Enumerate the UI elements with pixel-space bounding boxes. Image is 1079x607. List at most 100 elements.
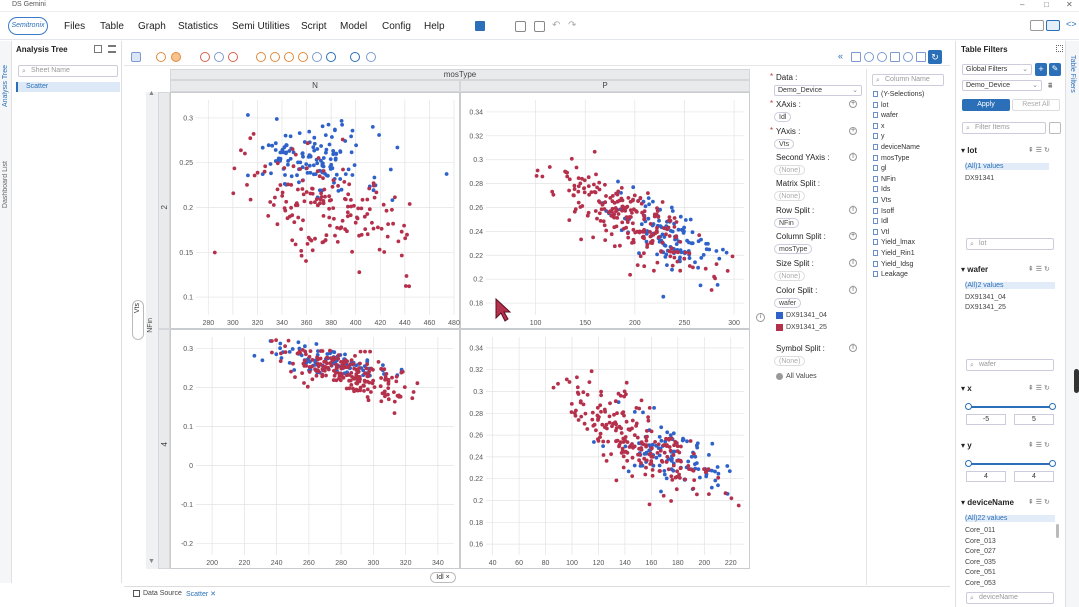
stats-3-icon[interactable] bbox=[284, 52, 294, 62]
view-mode-1-icon[interactable] bbox=[1030, 20, 1044, 31]
column-item-gl[interactable]: gl bbox=[873, 165, 886, 172]
column-item-devicename[interactable]: deviceName bbox=[873, 144, 920, 151]
column-item-vts[interactable]: Vts bbox=[873, 197, 891, 204]
undo-icon[interactable]: ↶ bbox=[552, 20, 561, 31]
y-axis-chip-nfin[interactable]: NFin bbox=[147, 318, 154, 333]
x-max-input[interactable]: 5 bbox=[1014, 414, 1054, 425]
refresh-icon[interactable]: ↻ bbox=[928, 50, 942, 64]
devicename-filter-actions-icon[interactable]: ⇞ ☰ ↻ bbox=[1028, 499, 1050, 506]
y-axis-chip-group[interactable]: Vts bbox=[132, 300, 144, 340]
data-select[interactable]: Demo_Device ⌄ bbox=[774, 85, 862, 96]
color-split-add-icon[interactable]: i bbox=[849, 286, 857, 294]
wafer-search[interactable]: ⌕ wafer bbox=[966, 359, 1054, 371]
x-filter-actions-icon[interactable]: ⇞ ☰ ↻ bbox=[1028, 385, 1050, 392]
pie-icon[interactable] bbox=[171, 52, 181, 62]
code-icon[interactable]: <> bbox=[1066, 19, 1077, 29]
devicename-filter-title[interactable]: ▾ deviceName bbox=[961, 498, 1014, 507]
devicename-search[interactable]: ⌕ deviceName bbox=[966, 592, 1054, 604]
column-item-isoff[interactable]: Isoff bbox=[873, 207, 894, 215]
layout-grid-icon[interactable] bbox=[475, 21, 485, 31]
x-slider-max-handle[interactable] bbox=[1049, 403, 1056, 410]
menu-script[interactable]: Script bbox=[301, 21, 327, 32]
stats-6-icon[interactable] bbox=[326, 52, 336, 62]
close-button[interactable]: ✕ bbox=[1066, 0, 1073, 9]
scroll-up-icon[interactable]: ▲ bbox=[148, 90, 155, 97]
devicename-scrollbar[interactable] bbox=[1056, 524, 1059, 538]
lot-filter-actions-icon[interactable]: ⇞ ☰ ↻ bbox=[1028, 147, 1050, 154]
scatter-plot-svg[interactable]: 280 300 320 340 360 380 400 420 440 460 4800.30.25… bbox=[170, 92, 750, 569]
filters-grid-icon[interactable] bbox=[1056, 45, 1063, 52]
column-item-nfin[interactable]: NFin bbox=[873, 175, 896, 183]
wafer-filter-actions-icon[interactable]: ⇞ ☰ ↻ bbox=[1028, 266, 1050, 273]
y-filter-actions-icon[interactable]: ⇞ ☰ ↻ bbox=[1028, 442, 1050, 449]
color-split-chip[interactable]: wafer bbox=[774, 298, 802, 308]
menu-model[interactable]: Model bbox=[340, 21, 368, 32]
scatter-panel[interactable]: 280 300 320 340 360 380 400 420 440 460 480 0.3 0.25… bbox=[170, 92, 460, 329]
xaxis-chip[interactable]: Idl bbox=[774, 112, 792, 122]
stats-2-icon[interactable] bbox=[270, 52, 280, 62]
new-sheet-icon[interactable] bbox=[94, 45, 102, 53]
filter-list-icon[interactable] bbox=[1049, 122, 1061, 134]
wafer-value-25[interactable]: DX91341_25 bbox=[965, 304, 1006, 311]
menu-statistics[interactable]: Statistics bbox=[178, 21, 219, 32]
menu-table[interactable]: Table bbox=[100, 21, 124, 32]
column-item-yield-lmax[interactable]: Yield_lmax bbox=[873, 239, 915, 246]
yaxis-add-icon[interactable]: + bbox=[849, 127, 857, 135]
wafer-value-04[interactable]: DX91341_04 bbox=[965, 294, 1006, 301]
maximize-button[interactable]: □ bbox=[1044, 0, 1049, 9]
lasso-icon[interactable] bbox=[903, 52, 913, 62]
column-item-vtl[interactable]: Vtl bbox=[873, 228, 889, 236]
density-icon[interactable] bbox=[228, 52, 238, 62]
fit-icon[interactable] bbox=[200, 52, 210, 62]
devicename-value-item[interactable]: Core_027 bbox=[965, 548, 996, 555]
row-split-chip[interactable]: NFin bbox=[774, 218, 799, 228]
column-item--y-selections-[interactable]: (Y-Selections) bbox=[873, 91, 924, 98]
wafer-all-values[interactable]: (All)2 values bbox=[965, 282, 1055, 289]
y-scrollbar[interactable]: ▲ ▼ bbox=[146, 90, 158, 569]
tab-scatter[interactable]: Scatter ✕ bbox=[186, 591, 216, 598]
devicename-all-values[interactable]: (All)22 values bbox=[965, 515, 1055, 522]
xaxis-add-icon[interactable]: + bbox=[849, 100, 857, 108]
lot-filter-title[interactable]: ▾ lot bbox=[961, 146, 978, 155]
y-slider-min-handle[interactable] bbox=[965, 460, 972, 467]
save-as-icon[interactable] bbox=[534, 21, 545, 32]
column-item-yield-rin1[interactable]: Yield_Rin1 bbox=[873, 250, 915, 257]
devicename-value-item[interactable]: Core_053 bbox=[965, 579, 996, 587]
menu-graph[interactable]: Graph bbox=[138, 21, 166, 32]
y-range-slider[interactable] bbox=[968, 463, 1053, 465]
lot-search[interactable]: ⌕ lot bbox=[966, 238, 1054, 250]
collapse-left-icon[interactable]: « bbox=[838, 51, 844, 61]
vtab-table-filters[interactable]: Table Filters bbox=[1069, 55, 1076, 93]
column-item-leakage[interactable]: Leakage bbox=[873, 271, 908, 278]
lot-all-values[interactable]: (All)1 values bbox=[965, 163, 1049, 170]
columns-icon[interactable] bbox=[916, 52, 926, 62]
column-item-idl[interactable]: Idl bbox=[873, 218, 888, 225]
save-icon[interactable] bbox=[515, 21, 526, 32]
scatter-panel[interactable]: 40 60 80 100 120 140 160 180 200 220 0.34 0.32 0.3 0.… bbox=[460, 329, 750, 569]
settings-icon[interactable] bbox=[350, 52, 360, 62]
tree-item-scatter[interactable]: Scatter bbox=[16, 82, 120, 92]
tab-data-source[interactable]: Data Source bbox=[143, 590, 182, 597]
second-yaxis-add-icon[interactable]: i bbox=[849, 153, 857, 161]
stats-4-icon[interactable] bbox=[298, 52, 308, 62]
reset-all-button[interactable]: Reset All bbox=[1012, 99, 1060, 111]
x-min-input[interactable]: -5 bbox=[966, 414, 1006, 425]
column-item-ids[interactable]: Ids bbox=[873, 186, 890, 193]
panel-menu-icon[interactable] bbox=[108, 45, 116, 53]
scroll-down-icon[interactable]: ▼ bbox=[148, 558, 155, 565]
view-mode-2-icon[interactable] bbox=[1046, 20, 1060, 31]
column-split-chip[interactable]: mosType bbox=[774, 244, 813, 254]
config-info-icon[interactable]: i bbox=[756, 313, 765, 322]
size-split-add-icon[interactable]: i bbox=[849, 259, 857, 267]
y-filter-title[interactable]: ▾ y bbox=[961, 441, 972, 450]
regression-icon[interactable] bbox=[214, 52, 224, 62]
redo-icon[interactable]: ↷ bbox=[568, 20, 577, 31]
annotation-icon[interactable] bbox=[156, 52, 166, 62]
devicename-value-item[interactable]: Core_035 bbox=[965, 558, 996, 566]
row-split-add-icon[interactable]: i bbox=[849, 206, 857, 214]
column-item-mostype[interactable]: mosType bbox=[873, 154, 909, 162]
column-item-lot[interactable]: lot bbox=[873, 101, 888, 109]
x-axis-chip-idl[interactable]: Idl × bbox=[430, 572, 456, 583]
chart-type-icon[interactable] bbox=[131, 52, 141, 62]
devicename-value-item[interactable]: Core_051 bbox=[965, 569, 996, 576]
